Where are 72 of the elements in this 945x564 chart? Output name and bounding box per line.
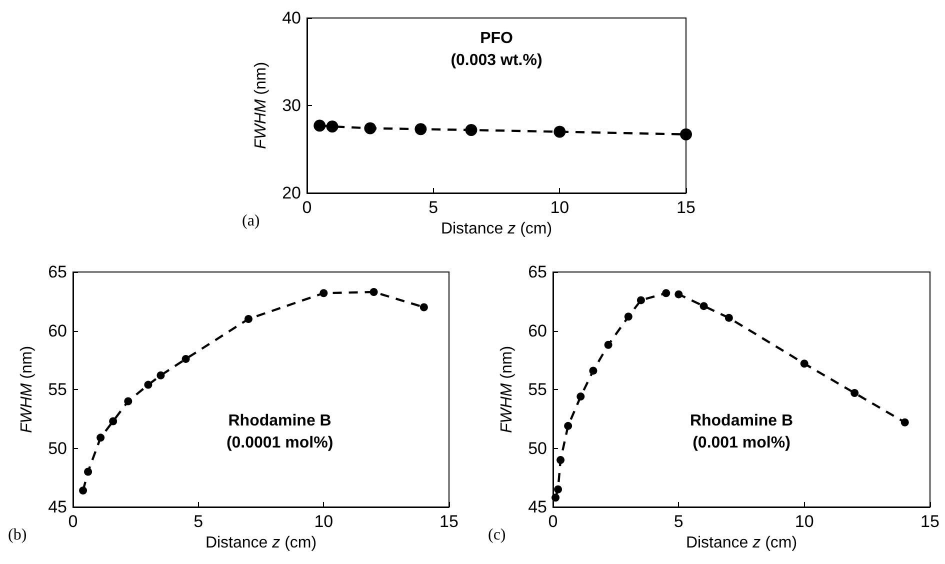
point [244,315,252,323]
point [320,289,328,298]
point [576,392,585,401]
point [370,288,378,296]
text: (c) [488,526,506,544]
x-tick-label: 15 [676,198,696,217]
point [662,289,670,298]
point [182,354,190,363]
point [79,486,88,495]
point [624,312,632,321]
point [109,417,118,426]
x-tick-label: 0 [302,198,312,217]
text: (b) [8,526,27,544]
point [465,124,478,136]
x-tick-label: 0 [68,512,78,531]
y-tick-label: 30 [282,96,301,115]
point [700,302,708,310]
y-tick-label: 55 [528,380,547,399]
point [674,290,683,298]
point [84,468,92,476]
point [554,485,562,494]
x-tick-label: 10 [550,198,570,217]
point [326,120,338,132]
point [554,126,566,138]
point [144,380,152,389]
point [850,389,859,398]
y-tick-label: 45 [48,498,67,516]
point [364,122,376,134]
y-tick-label: 50 [48,438,67,458]
y-axis-title: FWHM (nm) [498,346,516,434]
y-tick-label: 40 [282,8,301,28]
x-tick-label: 5 [674,512,684,531]
point [900,418,909,426]
x-tick-label: 10 [314,512,334,531]
point [800,360,808,368]
point [556,456,565,464]
x-tick-label: 5 [194,512,204,531]
y-axis-title: FWHM (nm) [252,62,270,150]
x-tick-label: 15 [920,512,940,531]
x-tick-label: 10 [794,512,814,531]
x-axis-title: Distance z (cm) [440,220,552,238]
point [589,366,598,375]
point [420,303,428,312]
point [156,371,165,380]
x-tick-label: 15 [440,512,458,531]
x-axis-title: Distance z (cm) [686,534,798,552]
x-tick-label: 5 [428,198,438,217]
y-axis-title: FWHM (nm) [18,346,36,434]
y-tick-label: 45 [528,498,547,516]
y-tick-label: 60 [48,321,67,340]
annotation: Rhodamine B (0.0001 mol%) [226,412,334,452]
x-axis-title: Distance z (cm) [205,534,317,552]
annotation: PFO (0.003 wt.%) [450,30,542,69]
point [564,422,572,430]
point [680,128,692,140]
point [96,434,105,442]
point [724,314,733,322]
point [314,120,326,132]
point [552,494,560,502]
point [604,340,612,349]
point [636,296,645,304]
annotation: Rhodamine B (0.001 mol%) [690,412,794,452]
x-tick-label: 0 [548,512,558,531]
y-tick-label: 20 [282,184,301,202]
text: (a) [242,212,260,230]
point [124,397,132,406]
point [414,123,427,136]
y-tick-label: 55 [48,380,67,399]
y-tick-label: 60 [528,321,547,340]
y-tick-label: 65 [528,262,547,282]
y-tick-label: 50 [528,438,547,458]
y-tick-label: 65 [48,262,67,282]
